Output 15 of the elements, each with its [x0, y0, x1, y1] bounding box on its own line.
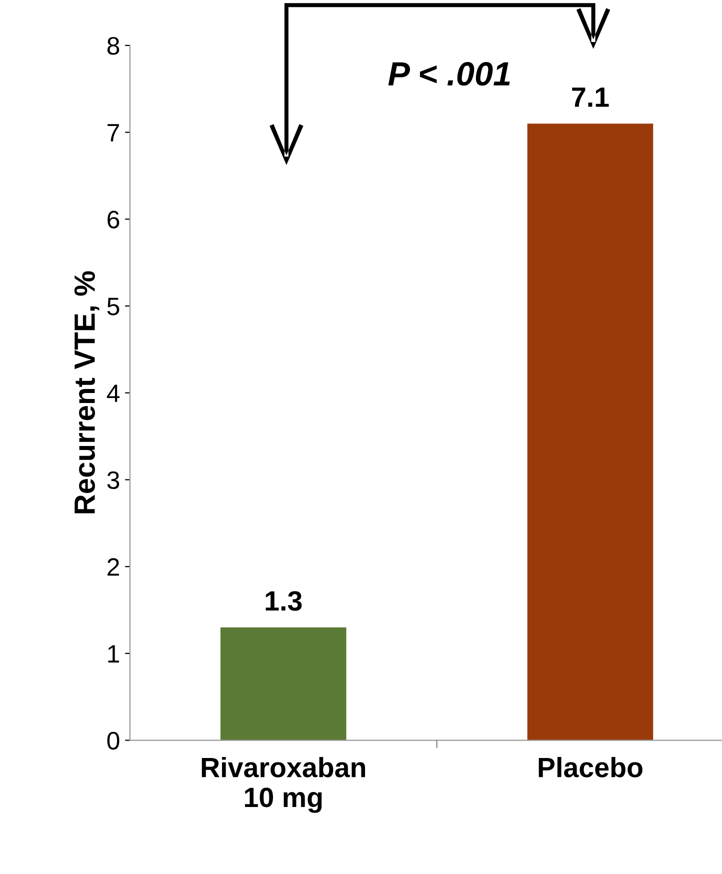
y-tick-label: 7 — [108, 124, 119, 142]
y-tick-label: 4 — [106, 384, 120, 402]
y-axis-title: Recurrent VTE, % — [74, 271, 100, 514]
data-label: 7.1 — [572, 88, 609, 107]
y-tick-label: 8 — [107, 37, 120, 55]
y-tick-label: 5 — [107, 298, 120, 316]
annotation: P < .001 — [388, 62, 510, 86]
x-tick-label: Placebo — [538, 756, 642, 778]
y-tick-label: 0 — [107, 732, 120, 750]
y-tick-label: 1 — [108, 645, 120, 662]
y-tick-label: 3 — [107, 471, 120, 490]
data-label: 1.3 — [266, 591, 302, 611]
y-tick-label: 6 — [108, 210, 120, 228]
y-tick-label: 2 — [108, 558, 119, 576]
x-tick-label: Rivaroxaban 10 mg — [202, 756, 366, 813]
